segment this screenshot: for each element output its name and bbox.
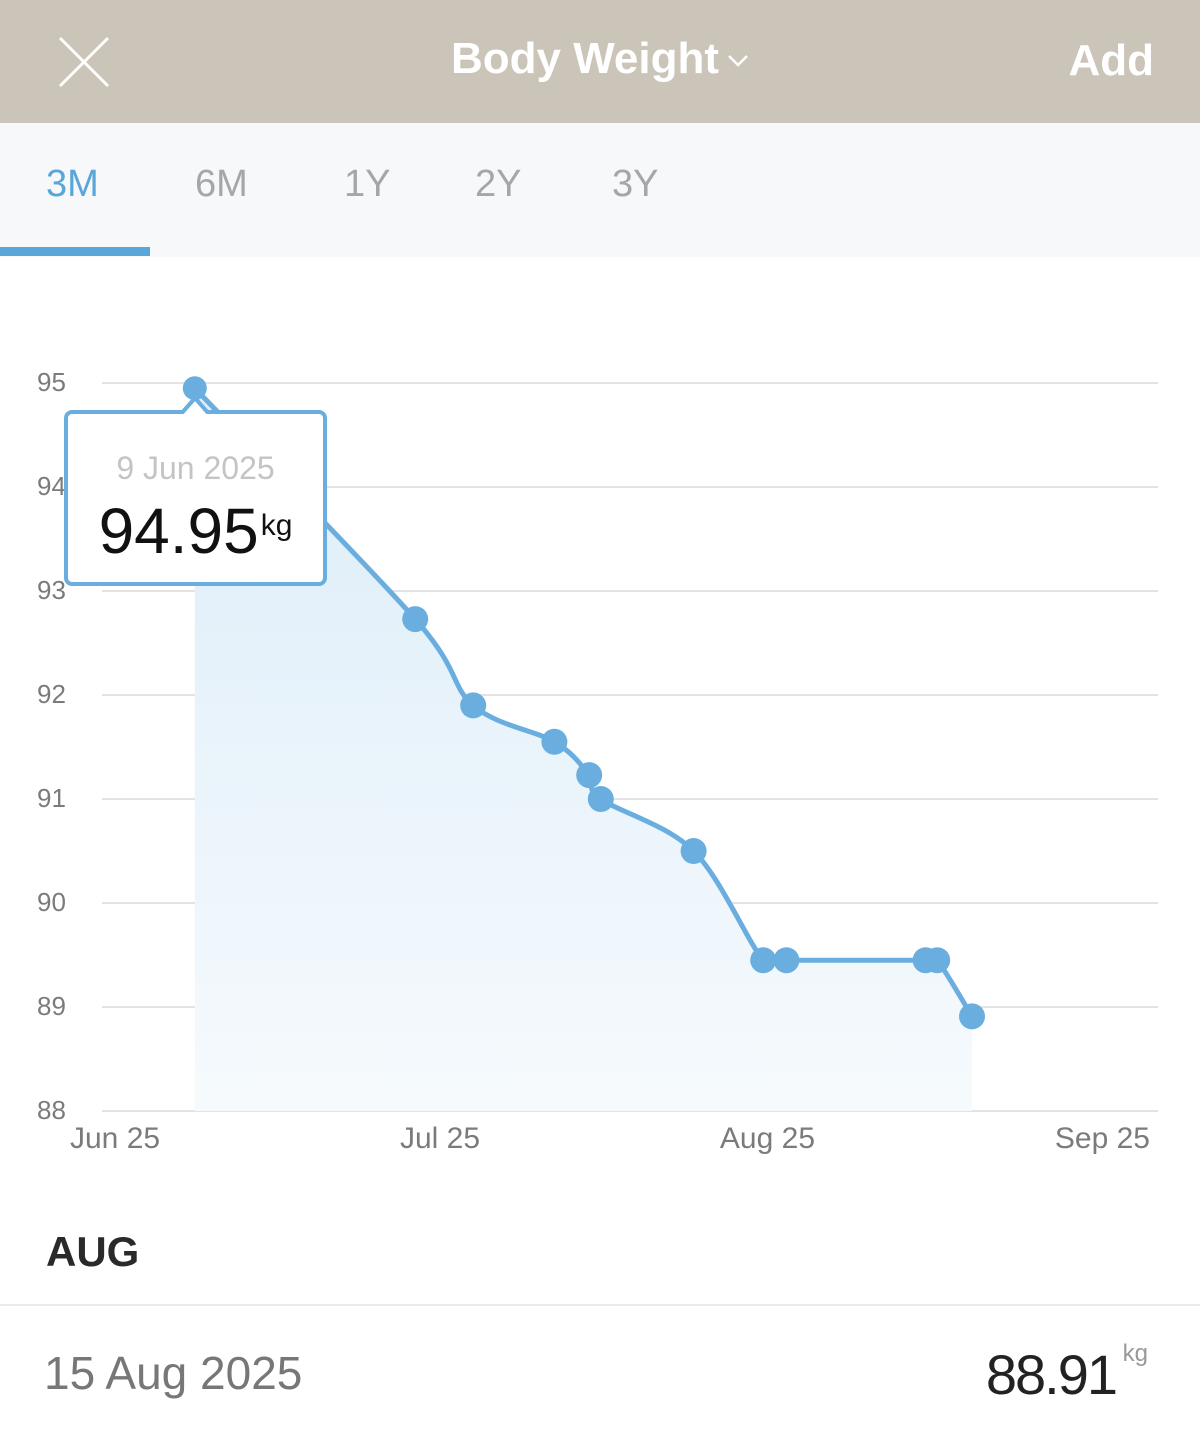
list-item[interactable]: 15 Aug 2025 88.91 kg [0, 1306, 1200, 1437]
area-fill [194, 388, 973, 1111]
close-icon [58, 36, 110, 88]
y-tick-label: 89 [37, 991, 66, 1021]
top-bar: Body Weight Add [0, 0, 1200, 123]
weight-chart[interactable]: 95 94 93 92 91 90 89 88 Jun 25 Jul 25 Aug 25 Se… [0, 260, 1200, 1180]
data-point[interactable] [750, 947, 777, 974]
data-point[interactable] [182, 376, 207, 401]
chart-plot [102, 376, 1158, 1112]
metric-selector[interactable]: Body Weight [0, 34, 1200, 84]
data-point[interactable] [680, 838, 707, 864]
y-tick-label: 88 [37, 1095, 66, 1125]
active-tab-indicator [0, 247, 150, 256]
month-header: AUG [46, 1228, 140, 1275]
tooltip-value: 94.95kg [68, 494, 323, 568]
close-button[interactable] [56, 34, 112, 90]
y-tick-label: 94 [37, 471, 66, 501]
y-tick-label: 95 [37, 367, 66, 397]
y-tick-label: 90 [37, 887, 66, 917]
tab-3m[interactable]: 3M [46, 163, 99, 205]
data-point[interactable] [587, 786, 614, 812]
y-tick-label: 91 [37, 783, 66, 813]
page-title: Body Weight [450, 34, 720, 83]
data-point[interactable] [541, 728, 568, 755]
range-tabs: 3M 6M 1Y 2Y 3Y [0, 123, 1200, 257]
x-axis: Jun 25 Jul 25 Aug 25 Sep 25 [70, 1122, 1150, 1156]
tab-2y[interactable]: 2Y [475, 163, 522, 205]
entry-unit: kg [1122, 1340, 1148, 1367]
entry-value: 88.91 [985, 1343, 1118, 1406]
x-tick-label: Jun 25 [70, 1122, 161, 1155]
data-point[interactable] [773, 947, 800, 974]
tooltip-pointer [165, 394, 225, 418]
tab-3y[interactable]: 3Y [612, 163, 659, 205]
data-point[interactable] [924, 947, 951, 974]
x-tick-label: Aug 25 [719, 1122, 816, 1155]
data-point[interactable] [402, 606, 429, 633]
x-tick-label: Jul 25 [399, 1122, 481, 1155]
tooltip-number: 94.95 [98, 495, 259, 567]
tooltip-unit: kg [260, 509, 293, 542]
tab-6m[interactable]: 6M [195, 163, 248, 205]
entry-date: 15 Aug 2025 [44, 1347, 303, 1399]
data-point[interactable] [460, 692, 487, 719]
y-tick-label: 92 [37, 679, 66, 709]
y-tick-label: 93 [37, 575, 66, 605]
chevron-down-icon [727, 29, 749, 79]
divider [0, 1304, 1200, 1306]
tab-1y[interactable]: 1Y [344, 163, 391, 205]
x-tick-label: Sep 25 [1054, 1122, 1150, 1155]
data-point[interactable] [959, 1003, 985, 1030]
data-tooltip: 9 Jun 2025 94.95kg [64, 410, 327, 586]
add-button[interactable]: Add [1068, 36, 1154, 85]
data-point[interactable] [576, 762, 603, 789]
tooltip-date: 9 Jun 2025 [116, 450, 275, 486]
